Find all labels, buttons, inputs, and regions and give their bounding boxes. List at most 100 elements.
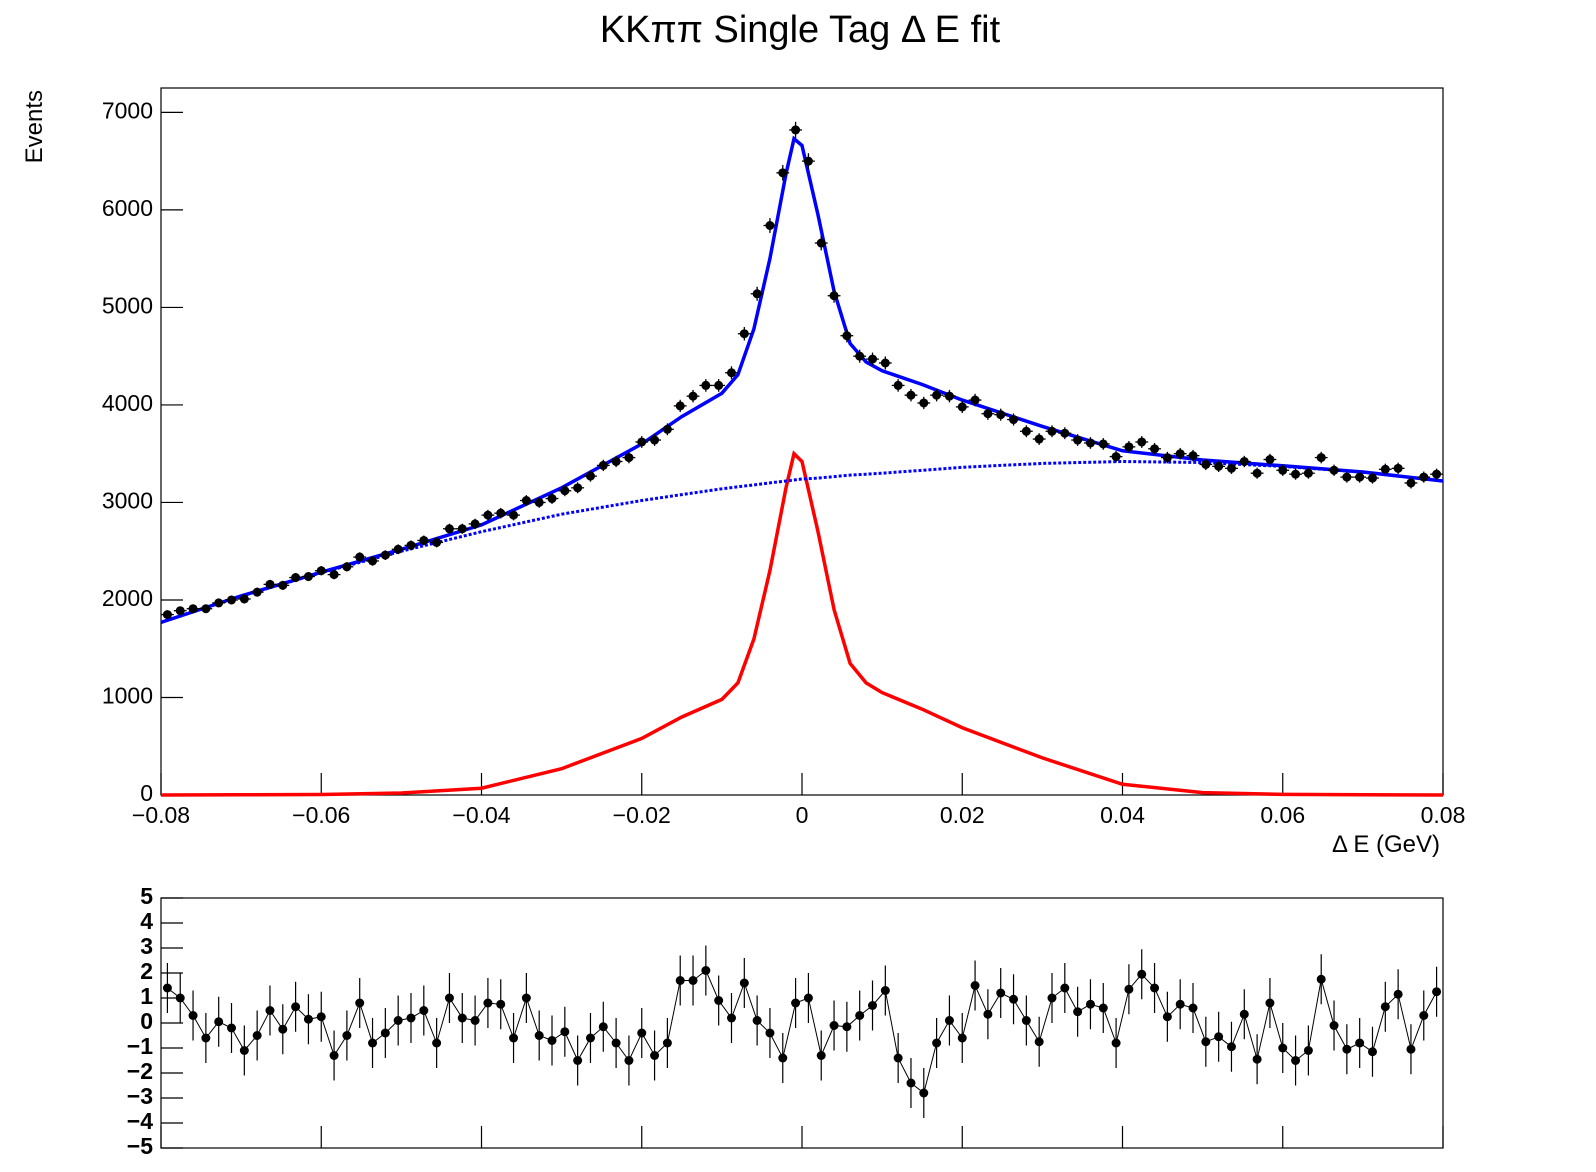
data-point: [521, 993, 531, 1003]
data-point: [1342, 1044, 1352, 1054]
data-point: [919, 398, 929, 408]
data-point: [585, 471, 595, 481]
data-point: [957, 402, 967, 412]
data-point: [188, 1011, 198, 1020]
data-point: [419, 535, 429, 545]
data-point: [598, 1022, 608, 1032]
data-point: [752, 289, 762, 299]
data-point: [560, 486, 570, 496]
data-point: [996, 410, 1006, 420]
data-point: [598, 460, 608, 470]
data-point: [944, 391, 954, 401]
data-point: [342, 1031, 352, 1040]
y-tick-label: 1000: [102, 683, 153, 709]
data-point: [547, 494, 557, 504]
data-point: [470, 519, 480, 529]
data-point: [1239, 1009, 1249, 1019]
data-point: [1342, 472, 1352, 482]
data-point: [406, 540, 416, 550]
data-point: [1380, 1002, 1390, 1012]
data-point: [175, 606, 185, 616]
data-point: [1265, 998, 1275, 1008]
data-point: [970, 395, 980, 405]
data-point: [1226, 1042, 1236, 1052]
data-point: [162, 983, 172, 993]
data-point: [868, 1001, 878, 1010]
data-point: [1406, 478, 1416, 488]
data-point: [201, 604, 211, 614]
data-point: [1367, 473, 1377, 483]
data-point: [1316, 974, 1326, 984]
data-point: [368, 1038, 378, 1048]
data-point: [483, 510, 493, 520]
pull-line: [167, 969, 1438, 1094]
data-point: [1355, 1038, 1365, 1048]
data-point: [214, 598, 224, 608]
y-tick-label: 5: [140, 883, 153, 909]
data-point: [688, 391, 698, 401]
data-point: [1124, 984, 1134, 994]
data-point: [573, 1056, 583, 1065]
data-point: [714, 380, 724, 390]
data-point: [265, 579, 275, 589]
y-tick-label: 3000: [102, 488, 153, 514]
data-point: [1073, 1007, 1083, 1017]
data-point: [393, 1016, 403, 1025]
data-point: [880, 358, 890, 368]
data-point: [868, 354, 878, 364]
data-point: [252, 1031, 262, 1040]
data-point: [1150, 444, 1160, 454]
data-point: [726, 1013, 736, 1023]
data-point: [829, 291, 839, 301]
data-point: [496, 508, 506, 518]
data-point: [611, 456, 621, 466]
data-point: [393, 544, 403, 554]
y-tick-label: 2000: [102, 585, 153, 611]
data-point: [1047, 426, 1057, 436]
data-point: [1291, 469, 1301, 479]
data-point: [880, 986, 890, 995]
data-point: [791, 125, 801, 135]
data-point: [252, 587, 262, 597]
data-point: [214, 1017, 224, 1027]
data-point: [278, 1024, 288, 1034]
data-point: [1432, 469, 1442, 479]
data-point: [380, 550, 390, 560]
data-point: [585, 1033, 595, 1043]
data-point: [1073, 435, 1083, 445]
x-tick-label: −0.04: [452, 802, 510, 828]
data-point: [201, 1033, 211, 1043]
data-point: [675, 401, 685, 411]
data-point: [1021, 1016, 1031, 1025]
data-point: [637, 1028, 647, 1038]
data-point: [470, 1016, 480, 1025]
data-point: [355, 552, 365, 562]
data-point: [791, 998, 801, 1008]
data-point: [1111, 1038, 1121, 1048]
data-point: [227, 595, 237, 605]
data-point: [368, 556, 378, 566]
data-point: [1085, 999, 1095, 1009]
data-point: [842, 331, 852, 341]
data-point: [688, 976, 698, 985]
data-point: [662, 424, 672, 434]
data-point: [1201, 1037, 1211, 1047]
data-point: [739, 978, 749, 988]
y-tick-label: −4: [127, 1108, 153, 1134]
data-point: [1034, 434, 1044, 444]
y-tick-label: 0: [140, 1008, 153, 1034]
data-point: [496, 999, 506, 1009]
data-point: [1329, 1021, 1339, 1030]
data-point: [932, 1038, 942, 1048]
data-point: [227, 1023, 237, 1033]
data-point: [1393, 989, 1403, 999]
data-point: [675, 976, 685, 985]
data-point: [1367, 1047, 1377, 1057]
data-point: [1239, 456, 1249, 466]
data-point: [1393, 463, 1403, 473]
data-point: [1098, 439, 1108, 449]
data-point: [291, 1002, 301, 1012]
data-point: [291, 573, 301, 583]
y-tick-label: 6000: [102, 195, 153, 221]
data-point: [1355, 472, 1365, 482]
